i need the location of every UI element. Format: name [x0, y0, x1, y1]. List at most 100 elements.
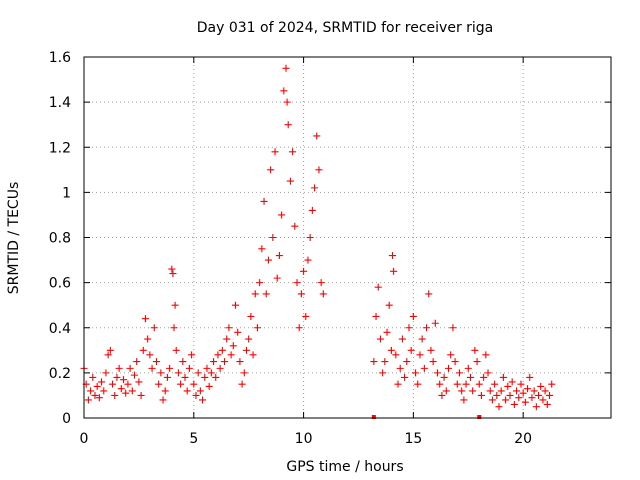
- zero-marker: [477, 415, 482, 419]
- data-point: [205, 382, 213, 390]
- y-tick-label: 0.8: [49, 231, 71, 247]
- data-point: [484, 369, 492, 377]
- data-point: [508, 378, 516, 386]
- data-point: [150, 324, 158, 332]
- data-point: [251, 290, 259, 298]
- data-point: [379, 369, 387, 377]
- data-point: [455, 369, 463, 377]
- data-point: [188, 351, 196, 359]
- data-point: [262, 290, 270, 298]
- data-point: [315, 166, 323, 174]
- data-point: [273, 274, 281, 282]
- data-point: [168, 265, 176, 273]
- data-point: [532, 403, 540, 411]
- data-point: [374, 283, 382, 291]
- data-point: [289, 148, 297, 156]
- data-points: [80, 64, 556, 419]
- data-point: [264, 256, 272, 264]
- data-point: [137, 391, 145, 399]
- data-point: [166, 364, 174, 372]
- x-tick-label: 5: [189, 431, 198, 447]
- data-point: [271, 148, 279, 156]
- data-point: [447, 351, 455, 359]
- data-point: [170, 324, 178, 332]
- data-point: [313, 132, 321, 140]
- data-point: [376, 335, 384, 343]
- data-point: [488, 396, 496, 404]
- data-point: [396, 364, 404, 372]
- data-point: [491, 380, 499, 388]
- data-point: [427, 346, 435, 354]
- data-point: [157, 369, 165, 377]
- data-point: [453, 380, 461, 388]
- y-tick-label: 0.4: [49, 321, 71, 337]
- data-point: [240, 369, 248, 377]
- data-point: [497, 387, 505, 395]
- data-point: [405, 324, 413, 332]
- data-point: [87, 387, 95, 395]
- data-point: [458, 387, 466, 395]
- data-point: [171, 301, 179, 309]
- data-point: [302, 312, 310, 320]
- data-point: [192, 391, 200, 399]
- data-point: [128, 387, 136, 395]
- data-point: [185, 364, 193, 372]
- data-point: [317, 279, 325, 287]
- data-point: [155, 380, 163, 388]
- data-point: [122, 389, 130, 397]
- data-point: [495, 403, 503, 411]
- y-tick-label: 0: [62, 411, 71, 427]
- data-point: [530, 387, 538, 395]
- data-point: [124, 380, 132, 388]
- y-tick-label: 1.6: [49, 50, 71, 66]
- data-point: [407, 346, 415, 354]
- data-point: [172, 346, 180, 354]
- data-point: [502, 396, 510, 404]
- data-point: [306, 234, 314, 241]
- data-point: [390, 267, 398, 275]
- data-point: [541, 387, 549, 395]
- data-point: [394, 380, 402, 388]
- data-point: [203, 364, 211, 372]
- y-axis-label: SRMTID / TECUs: [6, 182, 22, 295]
- data-point: [389, 252, 397, 260]
- data-point: [403, 358, 411, 366]
- data-point: [510, 400, 518, 408]
- data-point: [210, 358, 218, 366]
- x-tick-label: 15: [404, 431, 422, 447]
- data-point: [283, 98, 291, 106]
- data-point: [216, 364, 224, 372]
- data-point: [425, 290, 433, 298]
- data-point: [135, 378, 143, 386]
- data-point: [438, 391, 446, 399]
- data-point: [249, 351, 257, 359]
- data-point: [311, 184, 319, 192]
- x-axis-label: GPS time / hours: [286, 459, 403, 475]
- data-point: [493, 391, 501, 399]
- data-point: [293, 279, 301, 287]
- data-point: [245, 335, 253, 343]
- data-point: [177, 380, 185, 388]
- data-point: [449, 324, 457, 332]
- data-point: [280, 87, 288, 95]
- data-point: [471, 346, 479, 354]
- data-point: [412, 369, 420, 377]
- data-point: [462, 380, 470, 388]
- data-point: [319, 290, 327, 298]
- data-point: [546, 391, 554, 399]
- data-point: [473, 358, 481, 366]
- data-point: [434, 369, 442, 377]
- data-point: [423, 324, 431, 332]
- data-point: [260, 197, 268, 205]
- data-point: [93, 382, 101, 390]
- data-point: [269, 234, 277, 241]
- data-point: [548, 380, 556, 388]
- y-tick-label: 0.6: [49, 276, 71, 292]
- data-point: [223, 335, 231, 343]
- data-point: [445, 364, 453, 372]
- data-point: [148, 364, 156, 372]
- data-point: [506, 391, 514, 399]
- data-point: [89, 373, 97, 381]
- data-point: [539, 396, 547, 404]
- data-point: [466, 373, 474, 381]
